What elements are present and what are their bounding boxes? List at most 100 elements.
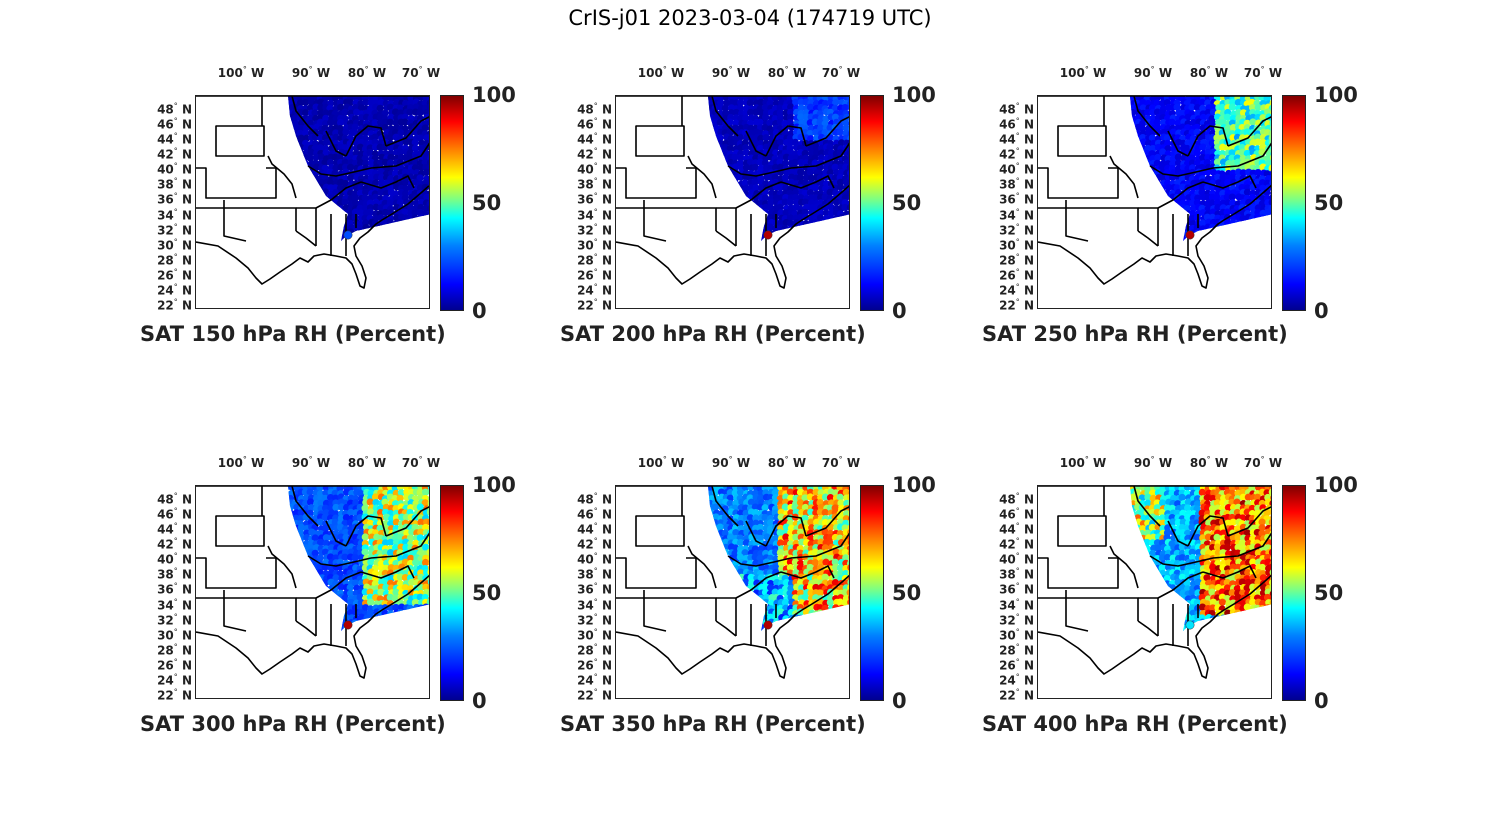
colorbar-tick-label: 0 [472,689,487,713]
rh-observation [1250,235,1258,241]
lat-degree: 26 [157,268,174,283]
rh-observation [827,234,835,241]
rh-observation [787,103,795,111]
rh-observation [812,610,820,618]
rh-observation [317,194,325,202]
state-border [1149,165,1214,177]
rh-observation [426,103,429,111]
rh-observation [302,575,310,583]
rh-observation [1228,228,1236,237]
rh-observation [817,619,825,627]
rh-observation [792,98,800,106]
rh-observation [1249,220,1257,228]
rh-observation [708,549,710,557]
rh-observation [288,139,290,148]
rh-observation [832,99,840,107]
rh-observation [1258,214,1266,222]
rh-observation [726,195,734,203]
rh-observation [846,545,849,553]
rh-observation [1243,218,1252,227]
rh-observation [742,204,750,213]
rh-observation [708,139,716,147]
rh-observation [1130,139,1133,147]
rh-observation [288,194,290,202]
rh-observation [323,624,331,631]
rh-observation [336,213,345,221]
lat-degree: 48 [999,102,1016,117]
rh-observation [288,114,290,122]
rh-observation [776,203,784,211]
lat-direction: N [601,567,612,582]
rh-observation [1139,213,1147,221]
lat-tick-label: 36° N [577,191,612,207]
lat-degree: 24 [577,283,594,298]
rh-observation [292,570,300,578]
rh-observation [288,534,296,542]
rh-observation [791,229,800,237]
rh-observation [411,619,419,628]
state-border [715,620,737,637]
rh-observation [288,134,289,142]
rh-observation [346,238,355,241]
lat-direction: N [1023,132,1034,147]
colorbar-tick-label: 100 [472,473,516,497]
rh-observation [742,214,751,222]
lat-direction: N [1023,268,1034,283]
rh-observation [427,214,429,222]
state-border [291,486,319,527]
rh-observation [366,598,375,606]
rh-observation [296,169,304,178]
map-svg [616,486,849,679]
latitude-axis: 48° N 46° N 44° N 42° N 40° N 38° N 36° N 34° N… [140,97,192,313]
rh-observation [291,588,300,596]
lat-degree: 26 [577,658,594,673]
rh-observation [422,168,429,176]
rh-observation [341,553,349,561]
rh-observation [742,163,751,171]
rh-observation [797,168,805,176]
rh-observation [308,604,316,612]
rh-observation [392,619,400,627]
rh-observation [317,224,325,232]
rh-observation [401,225,410,233]
rh-observation [781,198,789,206]
station-marker [343,230,353,240]
rh-observation [721,569,729,577]
rh-observation [828,229,836,237]
rh-observation [331,214,339,223]
rh-observation [716,523,724,531]
lat-direction: N [601,658,612,673]
rh-observation [321,513,329,521]
rh-observation [1130,234,1133,241]
rh-observation [746,609,754,617]
rh-observation [337,583,345,591]
rh-observation [1130,144,1137,152]
rh-observation [427,225,429,233]
lat-direction: N [1023,613,1034,628]
lat-direction: N [181,208,192,223]
lat-direction: N [181,177,192,192]
lat-direction: N [601,192,612,207]
rh-observation [1255,219,1263,227]
rh-observation [418,239,426,241]
rh-observation [288,149,296,157]
rh-observation [746,514,754,522]
colorbar-tick-label: 50 [892,581,922,605]
lat-tick-label: 28° N [577,642,612,658]
rh-observation [402,178,410,186]
rh-observation [1229,199,1237,207]
rh-observation [708,533,715,541]
rh-observation [421,124,429,132]
rh-observation [822,619,830,627]
rh-observation [827,629,835,631]
rh-observation [1138,163,1146,171]
lat-direction: N [1023,567,1034,582]
lat-degree: 22 [999,688,1016,703]
rh-observation [1153,159,1161,167]
rh-observation [1193,104,1202,112]
map-panel: 100° W 90° W 80° W 70° W 48° N 46° N 44° N 42° … [560,455,936,755]
rh-observation [1154,153,1162,162]
lat-degree: 40 [577,552,594,567]
rh-observation [1243,149,1251,158]
rh-observation [712,545,720,553]
